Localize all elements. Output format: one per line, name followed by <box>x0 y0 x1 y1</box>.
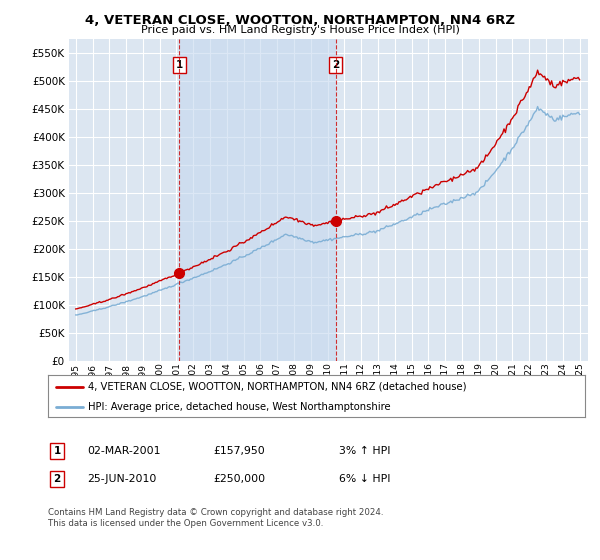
Text: 2: 2 <box>332 60 340 70</box>
Text: 6% ↓ HPI: 6% ↓ HPI <box>339 474 391 484</box>
Text: HPI: Average price, detached house, West Northamptonshire: HPI: Average price, detached house, West… <box>88 402 391 412</box>
Text: Contains HM Land Registry data © Crown copyright and database right 2024.
This d: Contains HM Land Registry data © Crown c… <box>48 508 383 528</box>
Text: 02-MAR-2001: 02-MAR-2001 <box>87 446 161 456</box>
Text: 4, VETERAN CLOSE, WOOTTON, NORTHAMPTON, NN4 6RZ (detached house): 4, VETERAN CLOSE, WOOTTON, NORTHAMPTON, … <box>88 381 467 391</box>
Text: 4, VETERAN CLOSE, WOOTTON, NORTHAMPTON, NN4 6RZ: 4, VETERAN CLOSE, WOOTTON, NORTHAMPTON, … <box>85 14 515 27</box>
Text: 1: 1 <box>176 60 183 70</box>
Text: 2: 2 <box>53 474 61 484</box>
Bar <box>179 39 336 361</box>
Text: 3% ↑ HPI: 3% ↑ HPI <box>339 446 391 456</box>
Text: £157,950: £157,950 <box>213 446 265 456</box>
Text: 25-JUN-2010: 25-JUN-2010 <box>87 474 157 484</box>
Text: £250,000: £250,000 <box>213 474 265 484</box>
Text: 1: 1 <box>53 446 61 456</box>
Text: Price paid vs. HM Land Registry's House Price Index (HPI): Price paid vs. HM Land Registry's House … <box>140 25 460 35</box>
